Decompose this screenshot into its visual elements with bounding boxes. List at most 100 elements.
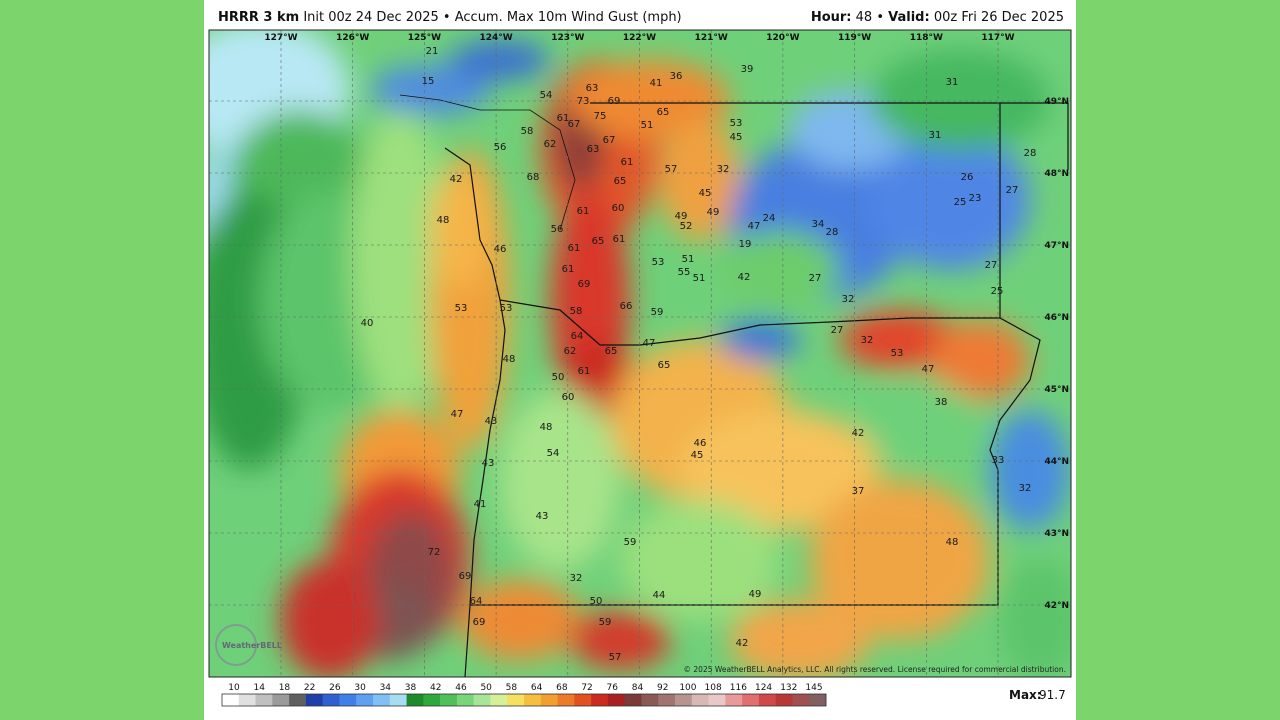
- field-blob: [930, 320, 1030, 400]
- field-blob: [730, 600, 870, 677]
- field: [209, 30, 1071, 677]
- colorbar-cell: [356, 694, 374, 706]
- colorbar-label: 100: [679, 683, 696, 693]
- field-blob: [620, 500, 780, 620]
- point-value: 42: [736, 638, 749, 649]
- point-value: 45: [699, 188, 712, 199]
- colorbar-label: 38: [405, 683, 417, 693]
- point-value: 51: [693, 273, 706, 284]
- point-value: 59: [651, 307, 664, 318]
- colorbar-label: 50: [480, 683, 492, 693]
- point-value: 60: [562, 392, 575, 403]
- point-value: 69: [608, 96, 621, 107]
- point-value: 43: [482, 458, 495, 469]
- point-value: 61: [568, 243, 581, 254]
- colorbar-label: 26: [329, 683, 341, 693]
- colorbar-cell: [255, 694, 273, 706]
- point-value: 42: [852, 428, 865, 439]
- point-value: 27: [1006, 185, 1019, 196]
- header-left: HRRR 3 km Init 00z 24 Dec 2025 • Accum. …: [218, 10, 682, 25]
- colorbar-label: 124: [755, 683, 772, 693]
- colorbar-cell: [289, 694, 307, 706]
- point-value: 64: [470, 596, 483, 607]
- colorbar-label: 116: [730, 683, 747, 693]
- colorbar-label: 64: [531, 683, 543, 693]
- point-value: 61: [621, 157, 634, 168]
- lon-label: 117°W: [981, 33, 1014, 43]
- point-value: 33: [992, 455, 1005, 466]
- lon-label: 123°W: [551, 33, 584, 43]
- colorbar-cell: [574, 694, 592, 706]
- field-blob: [860, 380, 980, 460]
- lon-label: 124°W: [479, 33, 512, 43]
- point-value: 62: [564, 346, 577, 357]
- lon-label: 121°W: [695, 33, 728, 43]
- colorbar-label: 92: [657, 683, 668, 693]
- field-blob: [570, 60, 730, 140]
- colorbar-cell: [272, 694, 290, 706]
- point-value: 58: [570, 306, 583, 317]
- point-value: 38: [935, 397, 948, 408]
- description: Init 00z 24 Dec 2025 • Accum. Max 10m Wi…: [303, 10, 682, 25]
- point-value: 37: [852, 486, 865, 497]
- lon-label: 120°W: [766, 33, 799, 43]
- point-value: 36: [670, 71, 683, 82]
- logo: WeatherBELL: [215, 624, 282, 666]
- point-value: 25: [954, 197, 967, 208]
- point-value: 24: [763, 213, 776, 224]
- colorbar-cell: [490, 694, 508, 706]
- point-value: 41: [474, 499, 487, 510]
- colorbar-label: 34: [380, 683, 392, 693]
- colorbar-cell: [775, 694, 793, 706]
- point-value: 65: [592, 236, 605, 247]
- colorbar-cell: [658, 694, 676, 706]
- point-value: 53: [500, 303, 513, 314]
- colorbar-label: 108: [705, 683, 722, 693]
- point-value: 49: [707, 207, 720, 218]
- point-value: 67: [568, 119, 581, 130]
- colorbar-cell: [742, 694, 760, 706]
- point-value: 64: [571, 331, 584, 342]
- lat-label: 48°N: [1044, 169, 1069, 179]
- hour: 48: [855, 10, 873, 25]
- point-value: 53: [891, 348, 904, 359]
- point-value: 23: [969, 193, 982, 204]
- point-value: 31: [946, 77, 959, 88]
- colorbar-cell: [607, 694, 625, 706]
- field-blob: [430, 170, 490, 290]
- header-right: Hour: 48 • Valid: 00z Fri 26 Dec 2025: [811, 10, 1064, 25]
- colorbar-cell: [305, 694, 323, 706]
- field-blob: [280, 560, 380, 677]
- lat-label: 43°N: [1044, 529, 1069, 539]
- point-value: 44: [653, 590, 666, 601]
- point-value: 28: [1024, 148, 1037, 159]
- separator: •: [876, 10, 884, 25]
- point-value: 46: [694, 438, 707, 449]
- colorbar-cell: [809, 694, 827, 706]
- colorbar-label: 10: [228, 683, 240, 693]
- point-value: 46: [494, 244, 507, 255]
- colorbar-label: 30: [354, 683, 366, 693]
- field-blob: [810, 480, 990, 640]
- colorbar-label: 72: [581, 683, 592, 693]
- field-blob: [370, 65, 490, 115]
- point-value: 66: [620, 301, 633, 312]
- colorbar-label: 18: [279, 683, 291, 693]
- point-value: 65: [658, 360, 671, 371]
- point-value: 43: [485, 416, 498, 427]
- colorbar-cell: [792, 694, 810, 706]
- point-value: 43: [536, 511, 549, 522]
- point-value: 63: [587, 144, 600, 155]
- valid-label: Valid:: [888, 10, 930, 25]
- colorbar-cell: [222, 694, 240, 706]
- point-value: 48: [946, 537, 959, 548]
- lat-label: 45°N: [1044, 385, 1069, 395]
- colorbar-cell: [691, 694, 709, 706]
- point-value: 26: [961, 172, 974, 183]
- colorbar-label: 46: [455, 683, 467, 693]
- point-value: 65: [614, 176, 627, 187]
- point-value: 50: [590, 596, 603, 607]
- point-value: 61: [577, 206, 590, 217]
- point-value: 48: [540, 422, 553, 433]
